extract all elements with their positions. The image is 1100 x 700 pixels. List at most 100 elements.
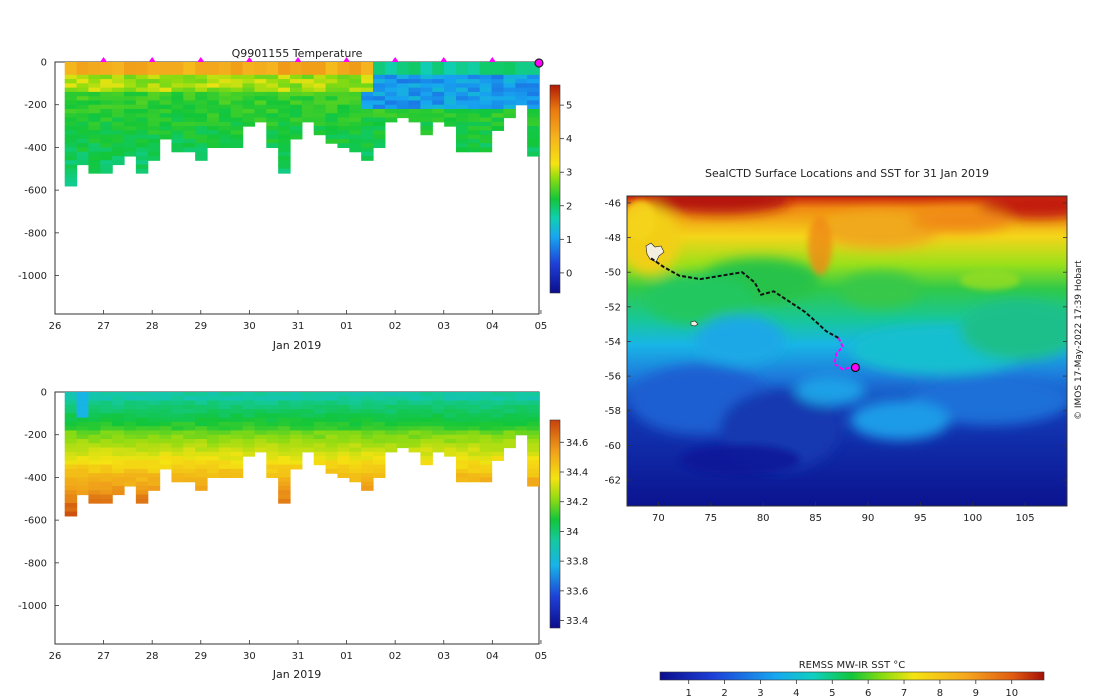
salinity-cell [135, 430, 149, 436]
temperature-cell [456, 121, 469, 127]
salinity-cell [147, 426, 161, 432]
temperature-cell [183, 91, 196, 97]
temperature-cell [290, 134, 303, 140]
salinity-cell [361, 417, 374, 423]
temperature-cell [491, 121, 505, 127]
salinity-cell [230, 430, 244, 436]
salinity-cell [349, 409, 362, 414]
salinity-cell [207, 400, 220, 406]
temperature-cell [100, 164, 113, 170]
temperature-cell [479, 66, 493, 72]
temperature-cell [135, 164, 149, 170]
temperature-cell [171, 100, 184, 106]
salinity-cell [100, 438, 113, 444]
temperature-cell [195, 108, 208, 114]
salinity-cell [242, 400, 256, 406]
salinity-cell [491, 409, 505, 414]
salinity-cell [325, 421, 339, 427]
temperature-cell [491, 70, 505, 76]
salinity-cell [325, 404, 339, 410]
salinity-cell [171, 430, 184, 436]
temperature-cell [112, 155, 125, 161]
temperature-cell [349, 96, 362, 102]
salinity-cell [456, 473, 469, 479]
temperature-cell [361, 155, 374, 161]
salinity-cell [64, 503, 78, 508]
x-tick-label: 30 [243, 651, 256, 662]
salinity-cell [124, 473, 137, 479]
salinity-cell [100, 460, 113, 466]
salinity-cell [100, 490, 113, 496]
salinity-cell [147, 481, 161, 487]
salinity-cell [135, 464, 149, 470]
temperature-title: Q9901155 Temperature [232, 47, 363, 60]
salinity-cell [64, 451, 78, 457]
salinity-cell [396, 392, 410, 397]
temperature-cell [396, 104, 410, 110]
temperature-cell [64, 113, 78, 119]
temperature-cell [64, 168, 78, 174]
salinity-cell [88, 464, 101, 470]
x-tick-label: 29 [194, 321, 207, 332]
temperature-cell [207, 126, 220, 131]
temperature-cell [64, 155, 78, 161]
temperature-cell [479, 138, 493, 144]
temperature-cell [491, 126, 505, 131]
temperature-cell [183, 70, 196, 76]
salinity-cell [432, 409, 445, 414]
salinity-cell [337, 438, 350, 444]
temperature-cell [147, 130, 161, 136]
salinity-cell [207, 438, 220, 444]
salinity-cell [266, 438, 279, 444]
temperature-cell [349, 70, 362, 76]
y-tick-label: -400 [24, 473, 47, 484]
salinity-cell [171, 464, 184, 470]
salinity-cell [290, 451, 303, 457]
salinity-cell [171, 438, 184, 444]
temperature-cell [254, 62, 267, 67]
temperature-cell [76, 113, 90, 119]
current-position-marker [850, 362, 860, 373]
temperature-cell [349, 117, 362, 123]
salinity-cell [195, 451, 208, 457]
temperature-cell [124, 147, 137, 153]
temperature-cell [230, 62, 244, 67]
salinity-cell [147, 392, 161, 397]
temperature-cell [171, 147, 184, 153]
temperature-cell [195, 62, 208, 67]
map-y-tick-label: -48 [605, 233, 621, 244]
salinity-cell [491, 413, 505, 419]
temperature-cell [135, 104, 149, 110]
temperature-cell [373, 70, 386, 76]
salinity-cell [64, 413, 78, 419]
salinity-cell [230, 392, 244, 397]
temperature-cell [361, 151, 374, 157]
salinity-cell [195, 438, 208, 444]
salinity-cell [195, 392, 208, 397]
temperature-cell [88, 96, 101, 102]
salinity-cell [515, 409, 528, 414]
salinity-cell [230, 400, 244, 406]
temperature-cell [491, 104, 505, 110]
salinity-cell [515, 392, 528, 397]
temperature-cell [195, 121, 208, 127]
temperature-cell [515, 91, 528, 97]
sst-colorbar-tick-label: 8 [937, 688, 943, 699]
temperature-cell [135, 87, 149, 93]
temperature-cell [230, 104, 244, 110]
temperature-cell [396, 91, 410, 97]
temperature-cell [527, 83, 539, 89]
temperature-cell [290, 113, 303, 119]
temperature-cell [266, 79, 279, 84]
sst-colorbar-label: REMSS MW-IR SST °C [799, 660, 906, 671]
salinity-cell [361, 430, 374, 436]
temperature-cell [230, 79, 244, 84]
temperature-cell [230, 70, 244, 76]
temperature-cell [207, 66, 220, 72]
temperature-cell [408, 104, 422, 110]
temperature-cell [195, 70, 208, 76]
temperature-cell [242, 74, 256, 80]
temperature-cell [396, 113, 410, 119]
temperature-cell [527, 66, 539, 72]
